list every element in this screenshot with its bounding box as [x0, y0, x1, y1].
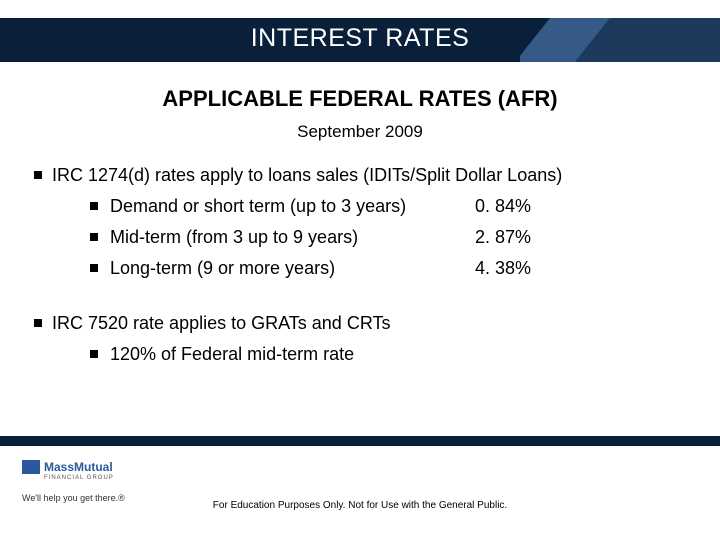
- content-body: IRC 1274(d) rates apply to loans sales (…: [34, 162, 694, 372]
- footer-bar: [0, 436, 720, 446]
- page-title: INTEREST RATES: [0, 24, 720, 53]
- rate-item: Long-term (9 or more years) 4. 38%: [90, 255, 694, 282]
- rate-label: 120% of Federal mid-term rate: [110, 341, 470, 368]
- disclaimer: For Education Purposes Only. Not for Use…: [0, 500, 720, 511]
- bullet-icon: [34, 171, 42, 179]
- rate-item: Mid-term (from 3 up to 9 years) 2. 87%: [90, 224, 694, 251]
- bullet-icon: [90, 233, 98, 241]
- rate-item: Demand or short term (up to 3 years) 0. …: [90, 193, 694, 220]
- logo-subtext: FINANCIAL GROUP: [44, 475, 192, 481]
- rate-label: Demand or short term (up to 3 years): [110, 193, 470, 220]
- section-1: IRC 1274(d) rates apply to loans sales (…: [34, 162, 694, 189]
- rate-value: 2. 87%: [475, 224, 531, 251]
- section-2: IRC 7520 rate applies to GRATs and CRTs: [34, 310, 694, 337]
- rate-value: 0. 84%: [475, 193, 531, 220]
- section-1-text: IRC 1274(d) rates apply to loans sales (…: [52, 162, 562, 189]
- rate-label: Long-term (9 or more years): [110, 255, 470, 282]
- bullet-icon: [34, 319, 42, 327]
- bullet-icon: [90, 350, 98, 358]
- bullet-icon: [90, 264, 98, 272]
- rate-label: Mid-term (from 3 up to 9 years): [110, 224, 470, 251]
- rate-item: 120% of Federal mid-term rate: [90, 341, 694, 368]
- logo-icon: [22, 460, 40, 474]
- bullet-icon: [90, 202, 98, 210]
- logo-area: MassMutual FINANCIAL GROUP We'll help yo…: [22, 460, 192, 503]
- rate-value: 4. 38%: [475, 255, 531, 282]
- logo-text: MassMutual: [44, 460, 113, 474]
- date: September 2009: [0, 122, 720, 142]
- subtitle: APPLICABLE FEDERAL RATES (AFR): [0, 86, 720, 112]
- section-2-text: IRC 7520 rate applies to GRATs and CRTs: [52, 310, 391, 337]
